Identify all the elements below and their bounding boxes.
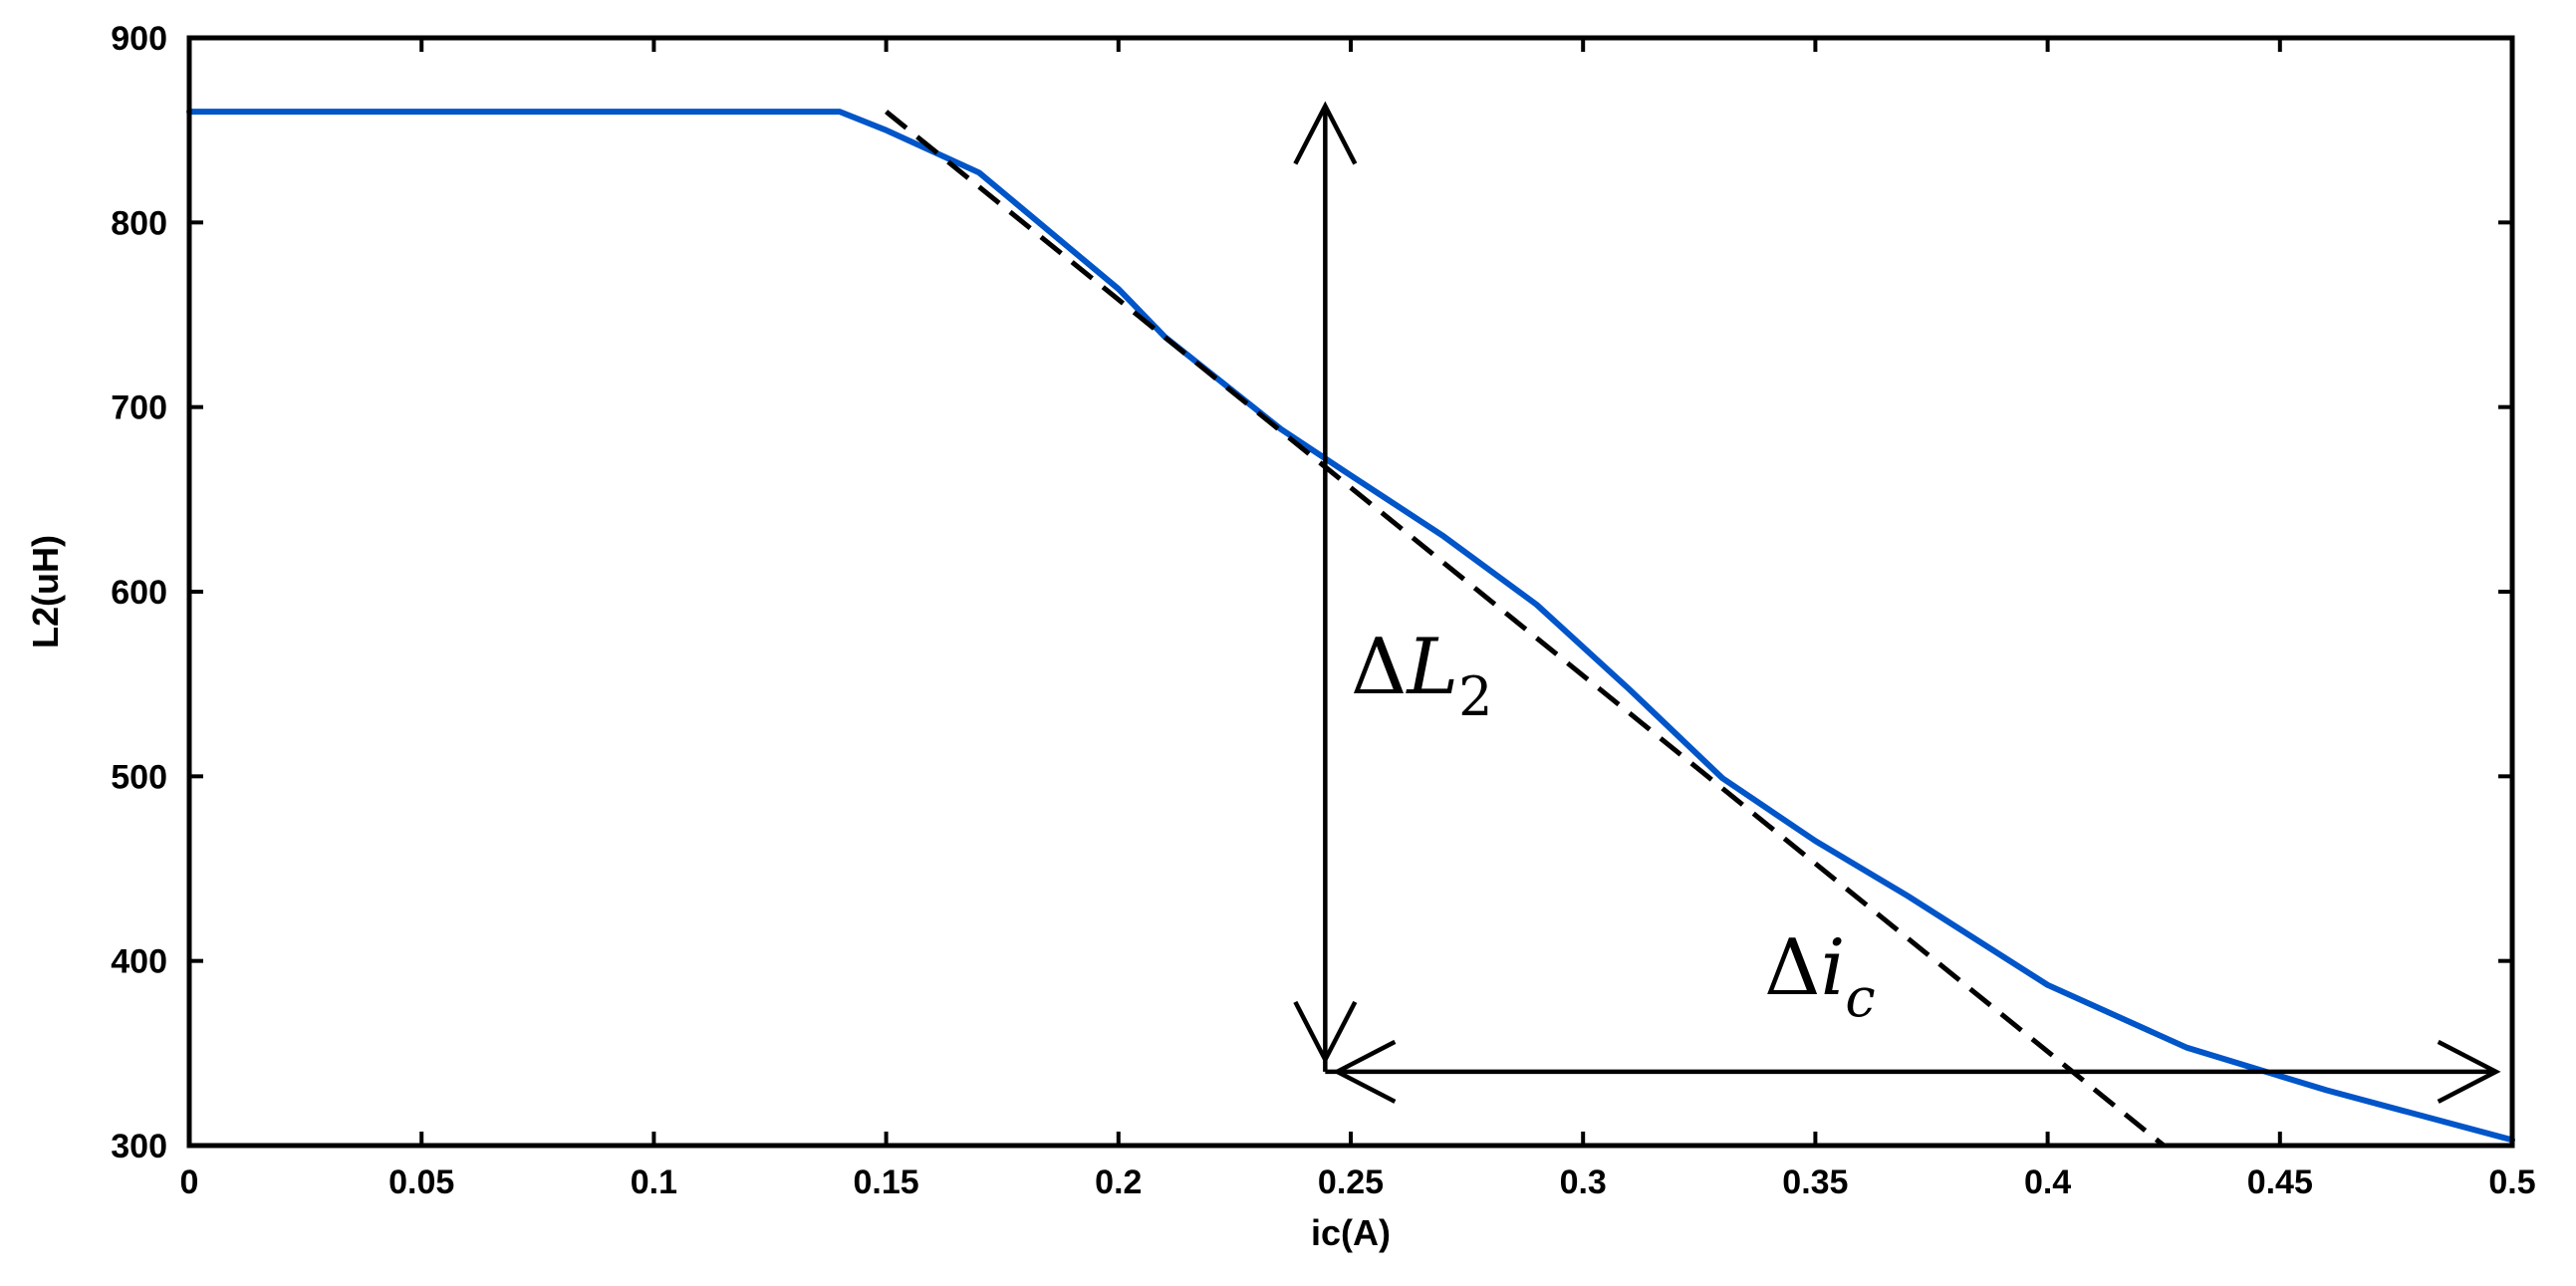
annotations: ΔL2 Δic — [1293, 101, 2501, 1104]
x-tick-label: 0.45 — [2247, 1163, 2313, 1201]
plot-lines — [186, 109, 2515, 1148]
y-tick-label: 400 — [111, 943, 167, 981]
delta-l2-arrow: ΔL2 — [1293, 101, 1493, 1072]
trend-line-dashed — [885, 110, 2166, 1148]
y-axis-title: L2(uH) — [25, 535, 66, 648]
delta-ic-arrow: Δic — [1325, 923, 2501, 1104]
x-axis-title: ic(A) — [1311, 1212, 1391, 1253]
y-tick-label: 700 — [111, 389, 167, 427]
arrow-head — [2437, 1039, 2501, 1104]
x-tick-label: 0.35 — [1782, 1163, 1848, 1201]
y-tick-label: 800 — [111, 204, 167, 242]
x-tick-label: 0.25 — [1318, 1163, 1384, 1201]
y-tick-label: 600 — [111, 574, 167, 612]
y-tick-label: 900 — [111, 20, 167, 58]
arrow-head — [1293, 1000, 1358, 1065]
delta-ic-label: Δic — [1764, 923, 1876, 1029]
x-tick-label: 0.1 — [631, 1163, 677, 1201]
arrow-head — [1293, 101, 1358, 165]
delta-l2-label: ΔL2 — [1351, 623, 1493, 728]
x-tick-label: 0.3 — [1560, 1163, 1607, 1201]
inductance-curve — [186, 109, 2515, 1144]
x-tick-label: 0.05 — [388, 1163, 454, 1201]
x-tick-label: 0.2 — [1095, 1163, 1142, 1201]
arrow-head — [1332, 1039, 1397, 1104]
x-tick-label: 0 — [180, 1163, 199, 1201]
x-tick-label: 0.5 — [2488, 1163, 2535, 1201]
x-tick-label: 0.4 — [2024, 1163, 2071, 1201]
x-tick-label: 0.15 — [854, 1163, 919, 1201]
y-tick-label: 300 — [111, 1128, 167, 1165]
tick-labels: 0 0.05 0.1 0.15 0.2 0.25 0.3 0.35 0.4 0.45 0.5 300 4… — [111, 20, 2535, 1201]
y-tick-label: 500 — [111, 758, 167, 796]
plot-frame — [186, 35, 2515, 1149]
